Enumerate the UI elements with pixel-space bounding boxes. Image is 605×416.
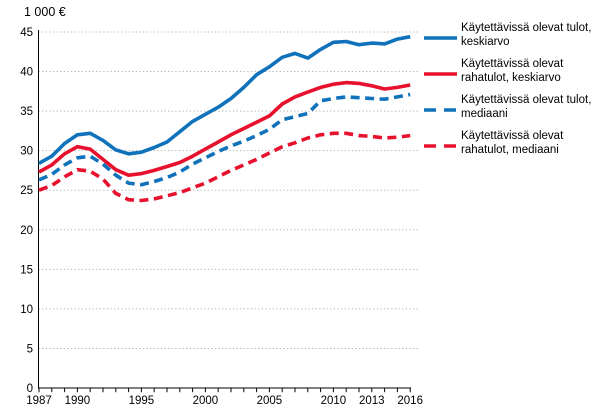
x-axis-label: 2005 (257, 395, 283, 407)
series-line-1 (38, 80, 411, 177)
x-axis-label: 2010 (321, 395, 347, 407)
y-axis-label: 5 (27, 343, 33, 355)
legend-line-sample (424, 136, 461, 154)
y-axis-label: 45 (20, 27, 33, 39)
legend-entry: Käytettävissä olevat rahatulot, mediaani (424, 130, 604, 157)
legend-line-sample (424, 64, 461, 82)
legend-entry: Käytettävissä olevat tulot, keskiarvo (424, 22, 604, 49)
legend-line-sample (424, 28, 461, 46)
legend-entry: Käytettävissä olevat tulot, mediaani (424, 94, 604, 121)
y-axis-label: 35 (20, 106, 33, 118)
legend-entry: Käytettävissä olevat rahatulot, keskiarvo (424, 58, 604, 85)
x-axis-label: 1990 (65, 395, 91, 407)
x-axis-label: 1987 (26, 395, 52, 407)
y-axis-label: 40 (20, 67, 33, 79)
legend-entry-label: Käytettävissä olevat rahatulot, mediaani (461, 130, 564, 156)
legend: Käytettävissä olevat tulot, keskiarvo Käyt… (424, 22, 604, 166)
y-axis-label: 15 (20, 264, 33, 276)
y-axis-label: 30 (20, 146, 33, 158)
y-axis-unit-label: 1 000 € (24, 5, 66, 19)
y-axis-label: 25 (20, 185, 33, 197)
legend-line-sample (424, 100, 461, 118)
y-axis-label: 20 (20, 225, 33, 237)
x-axis-label: 2013 (359, 395, 385, 407)
legend-entry-label: Käytettävissä olevat rahatulot, keskiarvo (461, 58, 564, 84)
legend-entry-label: Käytettävissä olevat tulot, mediaani (461, 94, 592, 120)
series-line-0 (38, 34, 411, 165)
x-axis-label: 1995 (129, 395, 155, 407)
y-axis-label: 0 (27, 383, 33, 395)
series-line-3 (38, 131, 411, 203)
legend-entry-label: Käytettävissä olevat tulot, keskiarvo (461, 22, 592, 48)
series-line-2 (38, 92, 411, 187)
y-axis-label: 10 (20, 304, 33, 316)
x-axis-label: 2000 (193, 395, 219, 407)
x-axis-label: 2016 (397, 395, 423, 407)
